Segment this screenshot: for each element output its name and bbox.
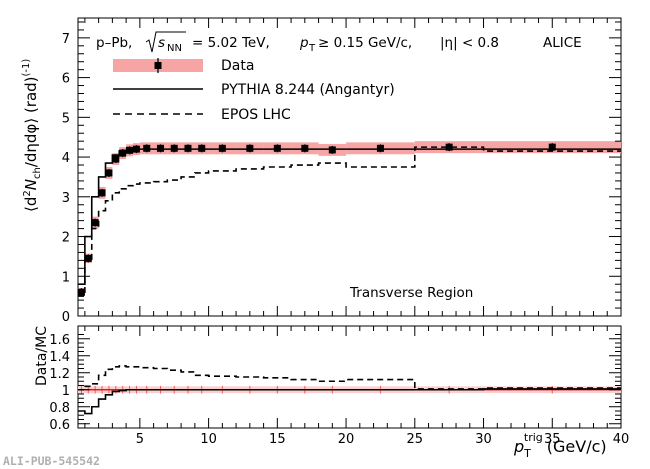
x-tick-label: 35 (544, 432, 561, 447)
legend-pythia-label: PYTHIA 8.244 (Angantyr) (221, 82, 395, 98)
bottom-y-tick-label: 1.2 (49, 367, 70, 382)
top-y-tick-label: 2 (62, 231, 70, 246)
data-point (198, 144, 206, 152)
legend-data-label: Data (221, 58, 254, 74)
legend-epos-label: EPOS LHC (221, 107, 291, 123)
top-y-tick-label: 1 (62, 270, 70, 285)
data-point (84, 254, 92, 262)
bottom-y-axis-label: Data/MC (34, 326, 50, 386)
data-point (91, 219, 99, 227)
data-point (548, 143, 556, 151)
header-experiment: ALICE (543, 35, 582, 51)
bottom-panel-layer (78, 365, 621, 415)
legend-data-marker (154, 62, 162, 69)
data-point (98, 189, 106, 197)
watermark-label: ALI-PUB-545542 (3, 454, 100, 468)
x-tick-label: 15 (269, 432, 286, 447)
data-point (112, 155, 120, 163)
x-tick-label: 10 (200, 432, 217, 447)
data-point (246, 144, 254, 152)
top-y-tick-label: 7 (62, 32, 70, 47)
header-s-symbol: s (158, 35, 165, 51)
x-tick-label: 20 (338, 432, 355, 447)
header-s-subscript: NN (167, 43, 182, 54)
data-point (218, 144, 226, 152)
bottom-y-tick-label: 1 (62, 384, 70, 399)
ratio-pythia-curve (78, 388, 621, 415)
top-panel-frame (77, 17, 622, 317)
data-point (105, 169, 113, 177)
tick-layer: 5 10 15 20 25 30 35 40 0 1 2 3 4 5 6 7 0.6 0.8 1 1.2 1.4 1.6 (49, 18, 629, 447)
bottom-y-tick-label: 0.8 (49, 401, 70, 416)
x-tick-label: 40 (613, 432, 630, 447)
x-tick-label: 30 (475, 432, 492, 447)
top-panel-layer (77, 141, 621, 297)
header-pt-cut: ≥ 0.15 GeV/c, (318, 35, 412, 51)
x-axis-label: pTtrig (GeV/c) (513, 431, 607, 460)
header-sqrt-s: s NN (145, 31, 186, 54)
region-label: Transverse Region (349, 285, 473, 301)
bottom-panel-frame (77, 325, 622, 429)
data-point (301, 144, 309, 152)
top-y-tick-label: 0 (62, 310, 70, 325)
header-pt-sub: T (308, 43, 316, 54)
header-energy: = 5.02 TeV, (192, 35, 270, 51)
data-point (126, 146, 134, 154)
top-y-tick-label: 5 (62, 111, 70, 126)
epos-curve (78, 146, 621, 297)
header-eta-cut: |η| < 0.8 (440, 35, 499, 51)
data-point (156, 144, 164, 152)
data-point (170, 144, 178, 152)
top-y-axis-label: ⟨d2Nch/dηdφ⟩ (rad)(-1) (21, 59, 43, 212)
legend: Data PYTHIA 8.244 (Angantyr) EPOS LHC (113, 58, 395, 123)
data-point (119, 149, 127, 157)
x-tick-label: 25 (407, 432, 424, 447)
header-pt-symbol: p (299, 35, 309, 51)
top-y-tick-label: 4 (62, 151, 70, 166)
top-y-tick-label: 6 (62, 72, 70, 87)
bottom-y-tick-label: 1.6 (49, 333, 70, 348)
data-point (184, 144, 192, 152)
data-point (143, 144, 151, 152)
x-tick-label: 5 (136, 432, 144, 447)
top-y-tick-label: 3 (62, 191, 70, 206)
header-collision: p–Pb, (96, 35, 132, 51)
data-point (273, 144, 281, 152)
data-point (376, 144, 384, 152)
bottom-y-tick-label: 0.6 (49, 418, 70, 433)
data-point (132, 145, 140, 153)
pythia-curve (78, 148, 621, 286)
bottom-y-tick-label: 1.4 (49, 350, 70, 365)
data-point (328, 146, 336, 154)
ratio-epos-curve (78, 365, 621, 391)
data-point (445, 143, 453, 151)
